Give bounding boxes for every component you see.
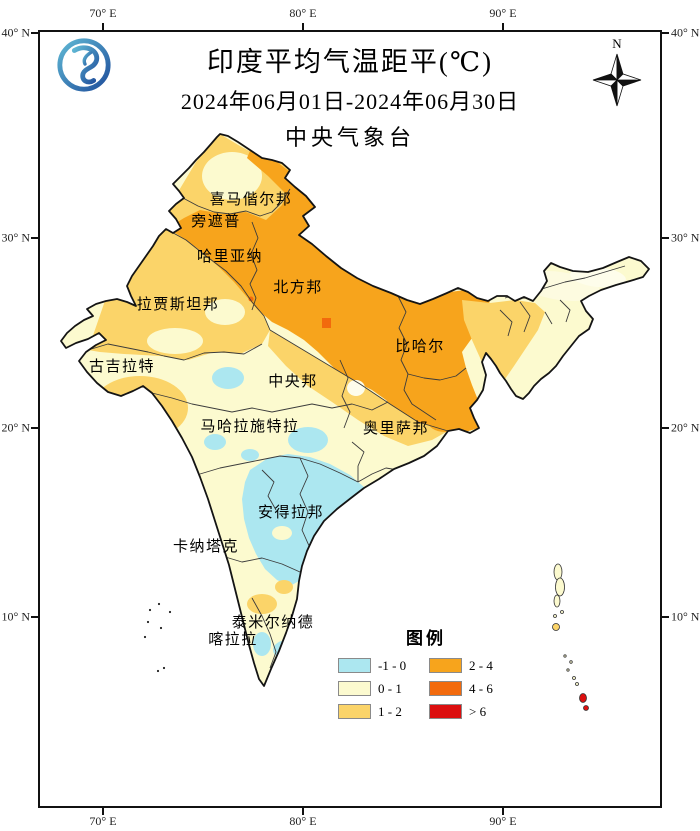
legend-swatch-amber [338,704,371,719]
lon-label-top: 70° E [89,6,117,20]
lat-label-left: 40° N [1,25,30,40]
issuing-agency: 中央气象台 [284,125,415,150]
state-label: 卡纳塔克 [173,538,239,555]
legend-item: 4 - 6 [429,677,514,700]
legend-swatch-cream [338,681,371,696]
lon-label-top: 90° E [489,6,517,20]
legend-item: > 6 [429,700,514,723]
lat-label-left: 10° N [1,609,30,624]
lakshadweep-islands [143,602,172,673]
map-title: 印度平均气温距平(℃) [206,47,494,77]
lon-label-bottom: 80° E [289,814,317,828]
lat-label-right: 40° N [671,25,700,40]
compass-north-label: N [612,36,622,51]
legend-label: > 6 [469,703,487,719]
state-label: 拉贾斯坦邦 [137,296,220,313]
state-label: 古吉拉特 [89,358,155,375]
state-label: 旁遮普 [191,213,241,230]
legend-title: 图例 [406,629,446,648]
state-label: 喜马偕尔邦 [210,190,293,208]
legend-swatch-dark-orange [429,681,462,696]
legend-label: 0 - 1 [378,680,402,696]
legend-label: 4 - 6 [469,680,493,696]
state-label: 北方邦 [273,279,323,296]
india-outline [60,133,650,687]
lon-label-bottom: 90° E [489,814,517,828]
state-label: 泰米尔纳德 [232,613,315,631]
lat-label-right: 10° N [671,609,700,624]
legend-item: -1 - 0 [338,654,423,677]
lat-label-left: 30° N [1,230,30,245]
lat-label-right: 20° N [671,420,700,435]
legend-label: 2 - 4 [469,657,493,673]
lon-label-top: 80° E [289,6,317,20]
date-range: 2024年06月01日-2024年06月30日 [180,89,520,114]
legend-item: 1 - 2 [338,700,423,723]
compass-rose-icon: N [588,36,646,114]
cma-logo-icon [57,38,111,92]
state-labels: 喜马偕尔邦 旁遮普 哈里亚纳 北方邦 拉贾斯坦邦 古吉拉特 中央邦 比哈尔 马哈… [89,190,445,648]
state-label: 奥里萨邦 [363,420,429,437]
andaman-nicobar-islands [552,563,589,711]
legend-item: 0 - 1 [338,677,423,700]
lat-label-right: 30° N [671,230,700,245]
legend-label: -1 - 0 [378,657,407,673]
lon-label-bottom: 70° E [89,814,117,828]
state-borders [87,188,626,669]
state-label: 喀拉拉 [208,631,258,648]
state-label: 比哈尔 [395,338,445,355]
legend: 图例 -1 - 0 0 - 1 1 - 2 2 - 4 4 - 6 [338,624,514,723]
state-label: 安得拉邦 [258,504,324,521]
state-label: 哈里亚纳 [197,248,263,265]
state-label: 中央邦 [268,373,318,390]
legend-label: 1 - 2 [378,703,402,719]
lat-label-left: 20° N [1,420,30,435]
legend-swatch-blue [338,658,371,673]
legend-swatch-orange [429,658,462,673]
state-label: 马哈拉施特拉 [200,418,299,435]
legend-swatch-red [429,704,462,719]
legend-item: 2 - 4 [429,654,514,677]
